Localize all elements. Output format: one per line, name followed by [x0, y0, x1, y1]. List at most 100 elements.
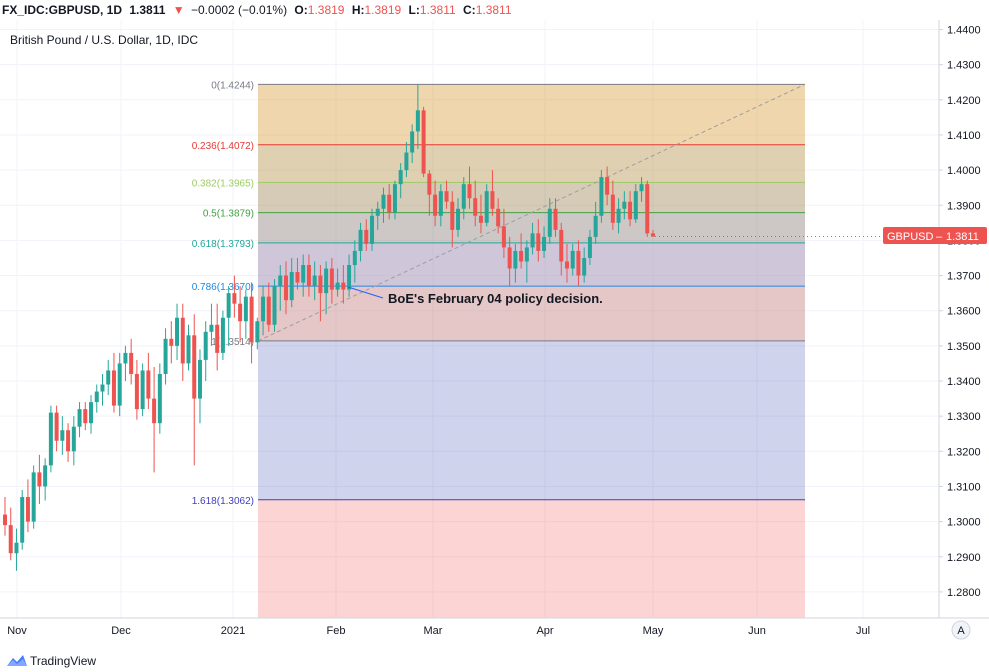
- candle-body: [324, 268, 329, 294]
- footer: TradingView: [0, 650, 989, 672]
- candle-body: [31, 472, 36, 522]
- fibonacci-retracement[interactable]: 0(1.4244) 0.236(1.4072) 0.382(1.3965) 0.5(1…: [192, 80, 806, 618]
- candle-body: [77, 409, 82, 427]
- candle-body: [530, 233, 535, 248]
- candle-body: [71, 426, 76, 452]
- candle-body: [66, 430, 71, 452]
- candle-body: [375, 208, 380, 216]
- tradingview-brand[interactable]: TradingView: [30, 654, 97, 668]
- candle-body: [519, 250, 524, 262]
- candle-body: [341, 282, 346, 290]
- close-label: C:: [463, 3, 476, 17]
- candle-body: [456, 208, 461, 230]
- fib-level-label: 0(1.4244): [211, 80, 254, 91]
- auto-scale-button[interactable]: A: [951, 620, 971, 640]
- candle-body: [364, 229, 369, 244]
- chart-grid: [0, 20, 939, 618]
- candle-body: [404, 152, 409, 171]
- symbol-name[interactable]: FX_IDC:GBPUSD, 1D: [2, 3, 123, 17]
- candle-body: [220, 317, 225, 353]
- candle-body: [484, 191, 489, 223]
- fib-level-label: 1.618(1.3062): [192, 496, 254, 507]
- candle-body: [576, 250, 581, 276]
- candle-body: [444, 191, 449, 202]
- candle-body: [427, 173, 432, 195]
- last-price: 1.3811: [129, 3, 166, 17]
- fib-level-label: 0.618(1.3793): [192, 239, 254, 250]
- candle-body: [651, 233, 655, 237]
- fib-level-label: 0.382(1.3965): [192, 178, 254, 189]
- y-tick-label: 1.4400: [947, 25, 981, 37]
- x-tick-label: May: [643, 625, 664, 637]
- candle-body: [255, 321, 260, 343]
- candle-body: [467, 184, 472, 199]
- x-tick-label: Jul: [856, 625, 870, 637]
- candle-body: [622, 201, 627, 209]
- candle-body: [329, 268, 334, 290]
- candle-body: [215, 324, 220, 353]
- x-tick-label: Dec: [111, 625, 131, 637]
- x-tick-label: Nov: [7, 625, 27, 637]
- candle-body: [610, 194, 615, 223]
- candle-body: [587, 236, 592, 258]
- candle-body: [117, 363, 122, 406]
- y-tick-label: 1.3400: [947, 376, 981, 388]
- y-tick-label: 1.2800: [947, 587, 981, 599]
- candle-body: [243, 296, 248, 322]
- candle-body: [473, 198, 478, 216]
- y-tick-label: 1.3900: [947, 200, 981, 212]
- candle-body: [111, 370, 116, 406]
- candle-body: [123, 352, 128, 364]
- low-label: L:: [408, 3, 420, 17]
- y-tick-label: 1.2900: [947, 552, 981, 564]
- candle-body: [295, 272, 300, 283]
- candle-body: [134, 373, 139, 410]
- price-axis[interactable]: 1.4400 1.4300 1.4200 1.4100 1.4000 1.3900 1.38…: [939, 25, 981, 599]
- candle-body: [438, 191, 443, 216]
- candle-body: [352, 250, 357, 266]
- candle-body: [616, 208, 621, 223]
- candle-body: [48, 412, 53, 466]
- y-tick-label: 1.4100: [947, 130, 981, 142]
- y-tick-label: 1.4300: [947, 60, 981, 72]
- fib-zone: [258, 144, 805, 183]
- candle-body: [478, 215, 483, 223]
- candle-body: [381, 194, 386, 209]
- candle-body: [559, 229, 564, 262]
- candle-body: [415, 110, 420, 132]
- x-tick-label: Apr: [536, 625, 553, 637]
- candle-body: [289, 272, 294, 301]
- annotation-text: BoE's February 04 policy decision.: [388, 291, 603, 306]
- fib-zone: [258, 242, 805, 287]
- candle-body: [238, 303, 243, 322]
- price-change: −0.0002 (−0.01%): [191, 3, 288, 17]
- candle-body: [163, 338, 168, 374]
- candle-body: [507, 247, 512, 269]
- candle-body: [570, 250, 575, 269]
- high-label: H:: [351, 3, 365, 17]
- close-value: 1.3811: [475, 3, 512, 17]
- x-tick-label: Feb: [327, 625, 346, 637]
- candle-body: [37, 472, 42, 487]
- candle-body: [582, 257, 587, 276]
- candle-body: [89, 402, 94, 424]
- y-tick-label: 1.3600: [947, 306, 981, 318]
- low-value: 1.3811: [419, 3, 456, 17]
- fib-level-label: 0.5(1.3879): [203, 209, 254, 220]
- candle-body: [628, 201, 633, 220]
- open-value: 1.3819: [307, 3, 345, 17]
- candle-body: [547, 208, 552, 237]
- candle-body: [94, 391, 99, 403]
- candle-body: [387, 194, 392, 213]
- candle-body: [593, 215, 598, 237]
- fib-zone: [258, 499, 805, 618]
- candle-body: [450, 201, 455, 230]
- candle-body: [501, 226, 506, 248]
- candle-body: [3, 514, 7, 526]
- price-tag: GBPUSD – 1.3811: [883, 227, 987, 244]
- time-axis[interactable]: Nov Dec 2021 Feb Mar Apr May Jun Jul: [7, 625, 870, 637]
- candle-body: [203, 331, 208, 360]
- price-chart[interactable]: 0(1.4244) 0.236(1.4072) 0.382(1.3965) 0.5(1…: [0, 20, 989, 650]
- candle-body: [180, 317, 185, 364]
- candle-body: [605, 177, 610, 195]
